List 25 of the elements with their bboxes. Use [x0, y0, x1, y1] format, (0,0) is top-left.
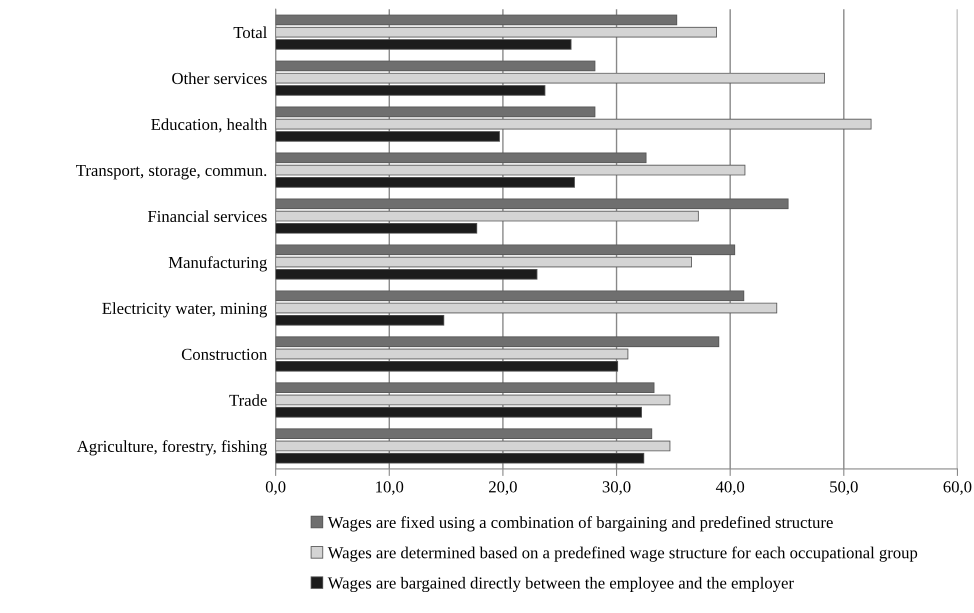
x-tick-label: 0,0 — [266, 481, 286, 495]
y-tick-label: Manufacturing — [168, 256, 267, 272]
y-tick-label: Electricity water, mining — [102, 302, 267, 318]
x-tick-label: 30,0 — [602, 481, 630, 495]
x-tick-label: 60,0 — [944, 481, 972, 495]
bar — [276, 152, 647, 164]
y-tick-label: Trade — [229, 394, 267, 406]
x-tick-label: 50,0 — [830, 481, 858, 495]
y-tick-label: Total — [234, 26, 267, 38]
y-tick-label: Financial services — [148, 210, 267, 222]
y-tick-label: Other services — [172, 72, 267, 84]
legend-label: Wages are determined based on a predefined wage structure for each occupational group — [328, 546, 918, 562]
bar — [276, 198, 789, 210]
x-tick-label: 10,0 — [376, 481, 404, 495]
y-tick-label: Construction — [182, 348, 268, 360]
bar — [276, 60, 596, 72]
legend-label: Wages are bargained directly between the employee and the employer — [328, 576, 794, 592]
bar — [276, 106, 596, 118]
y-tick-label: Education, health — [151, 118, 268, 132]
y-tick-label: Agriculture, forestry, fishing — [76, 440, 267, 456]
x-tick-label: 20,0 — [489, 481, 517, 495]
bar — [276, 14, 678, 26]
legend-label: Wages are fixed using a combination of bargaining and predefined structure — [328, 516, 833, 532]
y-tick-label: Transport, storage, commun. — [76, 164, 266, 180]
x-tick-label: 40,0 — [716, 481, 744, 495]
